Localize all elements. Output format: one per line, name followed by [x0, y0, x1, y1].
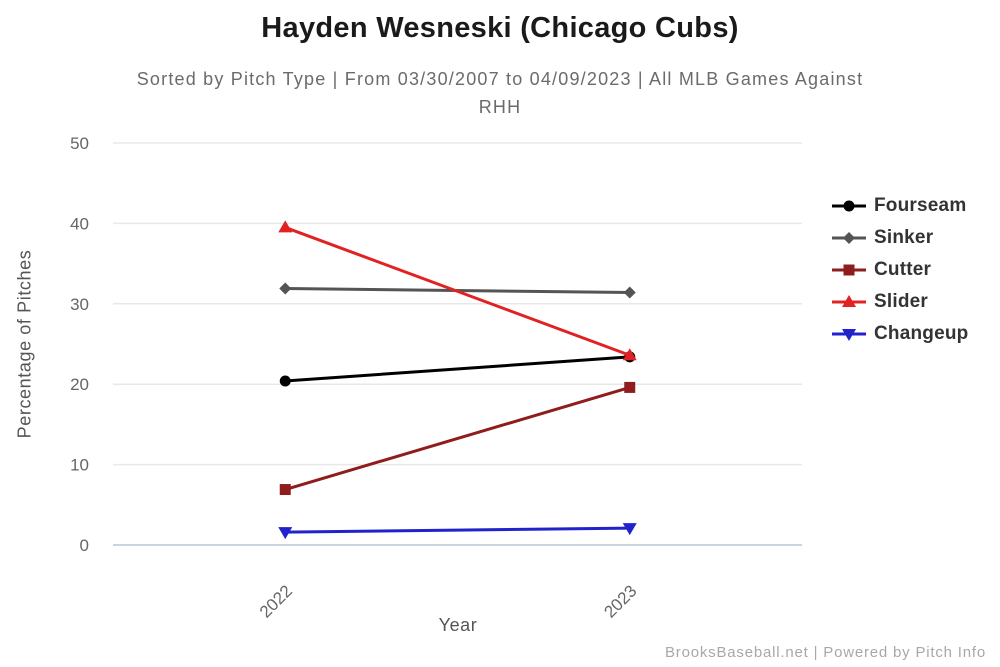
series-marker-cutter — [624, 381, 636, 393]
series-marker-sinker — [279, 282, 292, 295]
series-marker-changeup — [622, 523, 637, 536]
legend-label: Slider — [874, 291, 928, 312]
y-tick-label: 40 — [70, 214, 89, 233]
x-tick-label: 2023 — [600, 581, 640, 621]
series-line-slider — [284, 226, 631, 357]
series-marker-cutter — [279, 484, 291, 496]
circle-legend-marker-icon — [832, 200, 866, 212]
legend-label: Fourseam — [874, 195, 967, 216]
square-legend-marker-icon — [832, 264, 866, 276]
series-marker-fourseam — [279, 375, 291, 387]
legend: Fourseam Sinker Cutter Slider Changeup — [832, 195, 969, 345]
legend-label: Sinker — [874, 227, 934, 248]
series-line-changeup — [285, 526, 630, 534]
legend-item-cutter: Cutter — [832, 259, 969, 281]
diamond-icon — [843, 232, 855, 244]
legend-item-slider: Slider — [832, 291, 969, 313]
triangle-up-legend-marker-icon — [832, 295, 866, 307]
y-tick-label: 30 — [70, 295, 89, 314]
footer-credit: BrooksBaseball.net | Powered by Pitch In… — [665, 644, 986, 661]
legend-item-sinker: Sinker — [832, 227, 969, 249]
legend-label: Changeup — [874, 323, 969, 344]
circle-icon — [843, 200, 855, 212]
x-tick-label: 2022 — [256, 581, 296, 621]
y-tick-label: 50 — [70, 134, 89, 153]
chart-title: Hayden Wesneski (Chicago Cubs) — [261, 12, 739, 44]
series-marker-sinker — [623, 286, 636, 299]
series-marker-slider — [278, 220, 293, 233]
series-line-cutter — [284, 385, 631, 491]
chart-subtitle: Sorted by Pitch Type | From 03/30/2007 t… — [136, 69, 864, 117]
diamond-legend-marker-icon — [832, 232, 866, 244]
series-line-fourseam — [285, 355, 630, 383]
y-tick-label: 0 — [80, 536, 89, 555]
triangle-down-legend-marker-icon — [832, 329, 866, 341]
legend-label: Cutter — [874, 259, 932, 280]
series-marker-slider — [622, 348, 637, 361]
square-icon — [843, 264, 855, 276]
triangle-up-icon — [842, 295, 856, 307]
triangle-down-icon — [842, 329, 856, 341]
y-tick-label: 10 — [70, 456, 89, 475]
legend-item-changeup: Changeup — [832, 323, 969, 345]
series-marker-changeup — [278, 527, 293, 540]
x-axis-title: Year — [438, 615, 478, 635]
legend-item-fourseam: Fourseam — [832, 195, 969, 217]
y-tick-label: 20 — [70, 375, 89, 394]
